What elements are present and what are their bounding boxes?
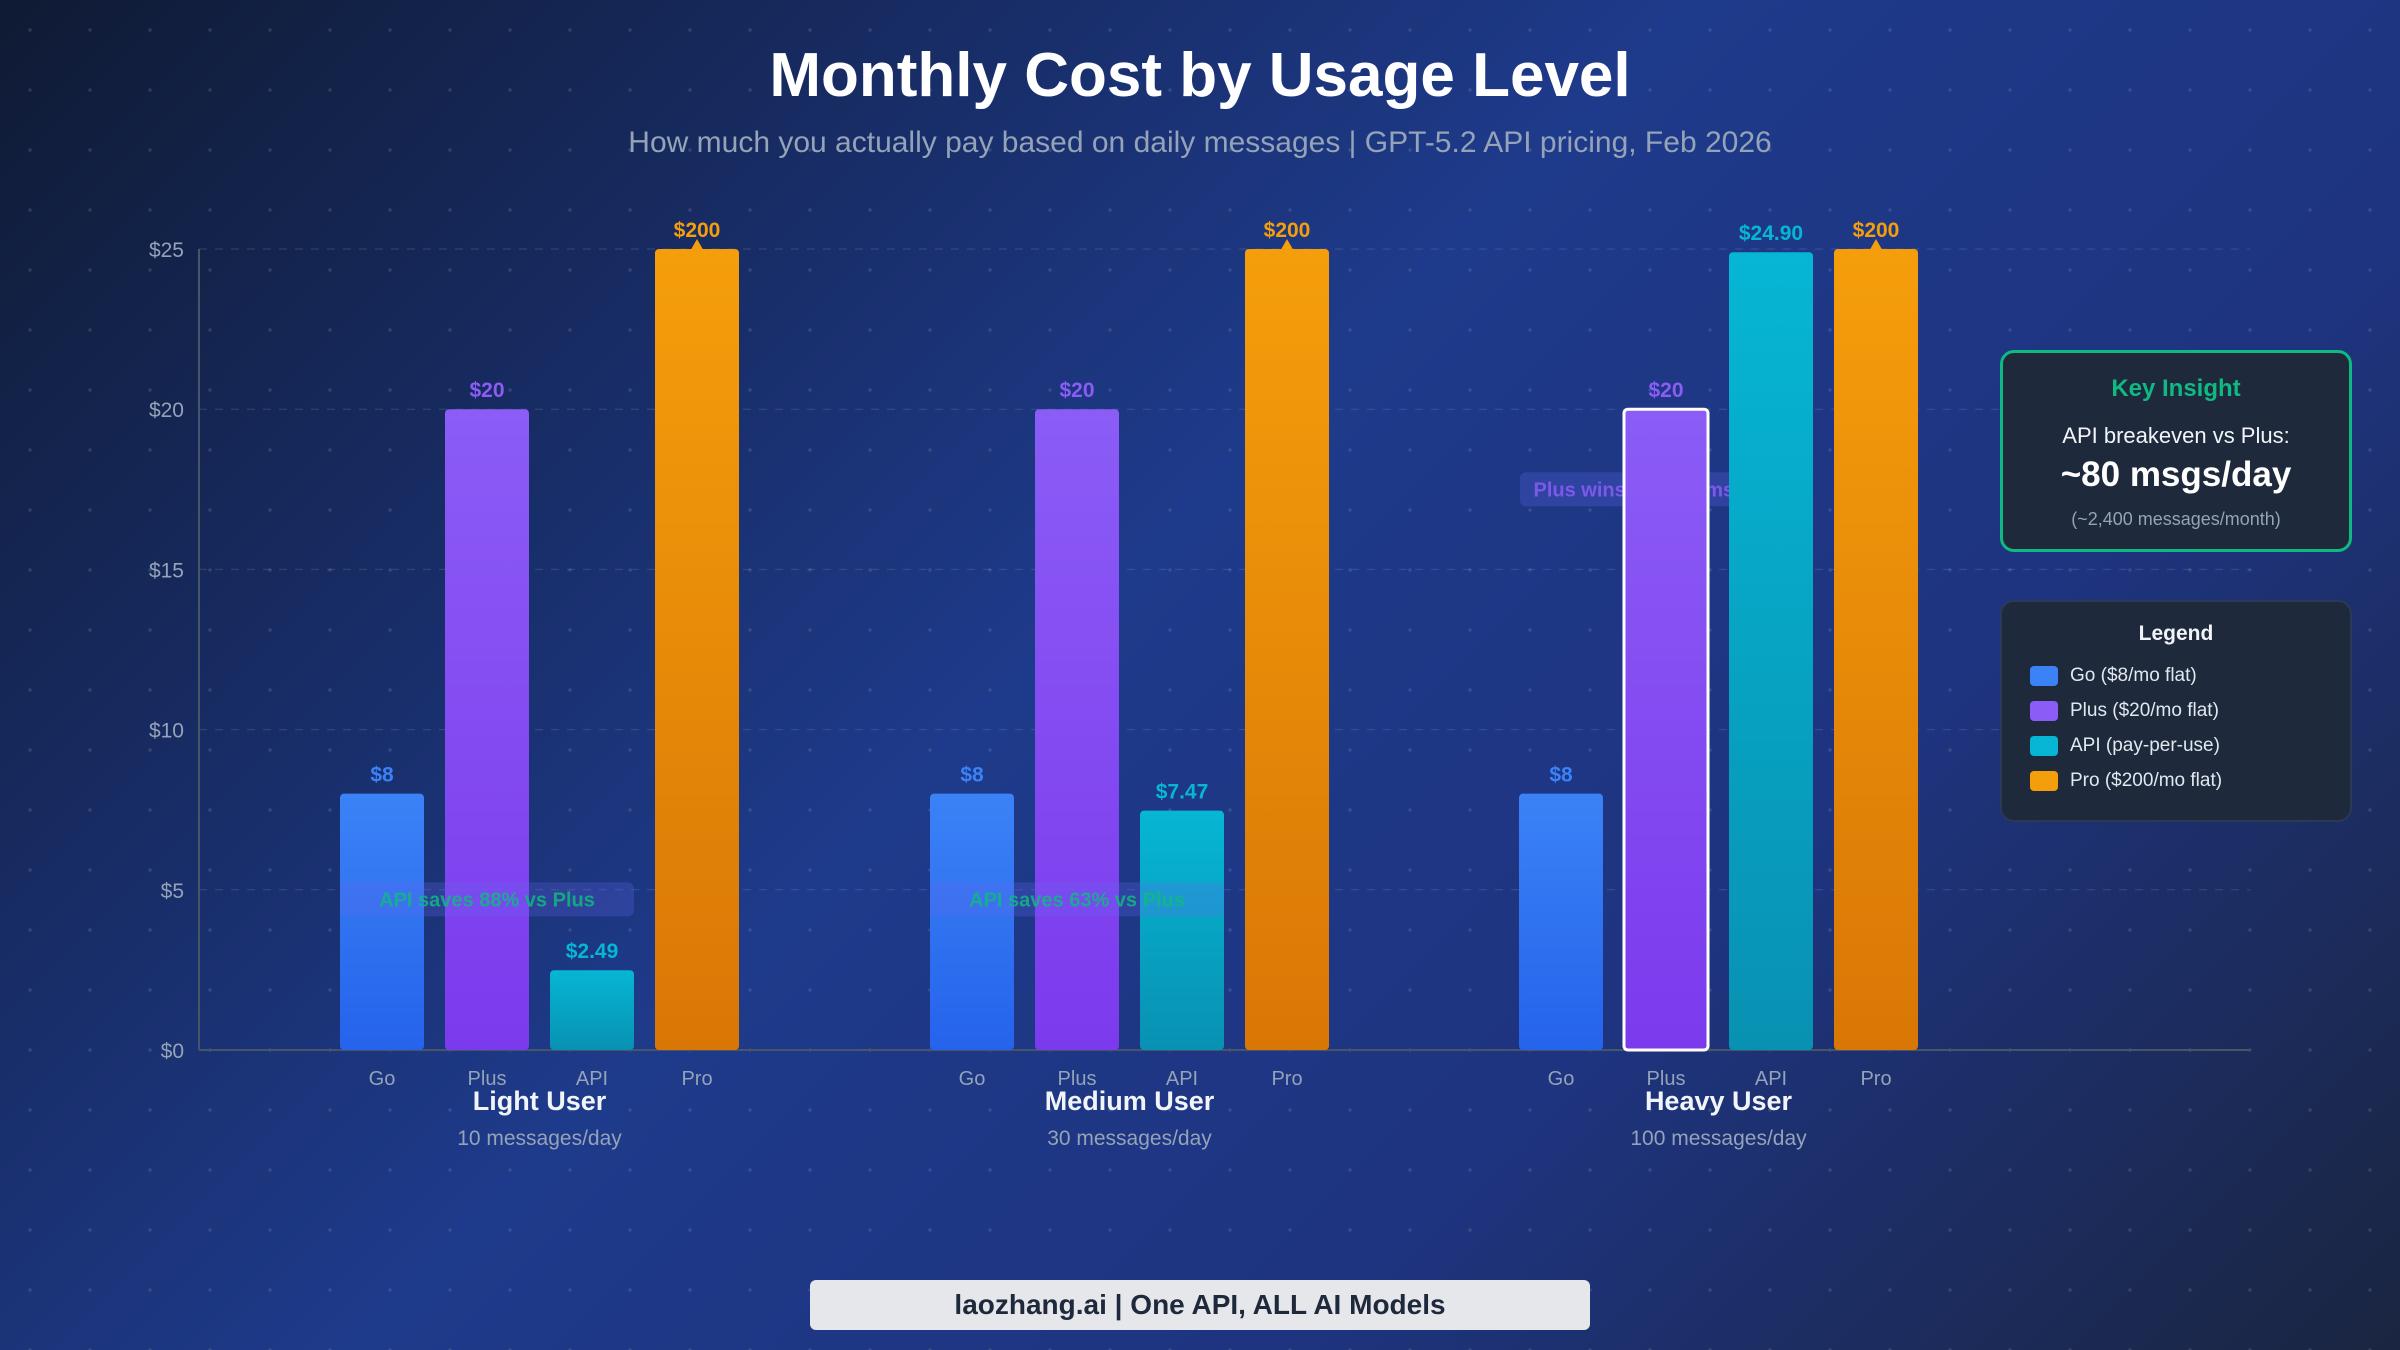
y-tick-label: $5 — [161, 880, 184, 903]
y-tick-label: $25 — [149, 239, 184, 262]
legend-swatch — [2030, 735, 2058, 756]
group-sublabel: 30 messages/day — [1047, 1127, 1212, 1150]
group-label: Light User — [473, 1086, 607, 1116]
bar-plus — [445, 409, 529, 1050]
bar-pro — [1245, 249, 1329, 1050]
insight-title: Key Insight — [2111, 375, 2241, 402]
data-label: $20 — [1059, 379, 1094, 402]
legend-item-pro: Pro ($200/mo flat) — [2030, 763, 2350, 798]
bar-go — [930, 793, 1014, 1050]
x-tick-label: Pro — [1860, 1068, 1891, 1090]
x-tick-label: Plus — [1058, 1068, 1097, 1090]
legend-swatch — [2030, 665, 2058, 686]
legend-label: Plus ($20/mo flat) — [2070, 699, 2219, 721]
y-tick-label: $15 — [149, 559, 184, 582]
legend: Legend Go ($8/mo flat) Plus ($20/mo flat… — [2000, 600, 2352, 822]
data-label: $8 — [370, 764, 394, 787]
chart-subtitle: How much you actually pay based on daily… — [628, 126, 1772, 159]
overflow-marker — [1868, 239, 1884, 253]
data-label: $200 — [674, 219, 721, 242]
bar-go — [1519, 793, 1603, 1050]
bar-plus — [1622, 407, 1710, 1052]
data-label: $200 — [1264, 219, 1311, 242]
bar-pro — [655, 249, 739, 1050]
overflow-marker — [1279, 239, 1295, 253]
data-label: $24.90 — [1739, 222, 1803, 245]
x-tick-label: Plus — [1647, 1068, 1686, 1090]
legend-item-go: Go ($8/mo flat) — [2030, 658, 2350, 693]
bar-pro — [1834, 249, 1918, 1050]
data-label: $8 — [1549, 764, 1573, 787]
annotation-box — [930, 882, 1224, 917]
overflow-marker — [689, 239, 705, 253]
group-sublabel: 10 messages/day — [457, 1127, 622, 1150]
annotation-text: API saves 63% vs Plus — [969, 889, 1185, 911]
data-label: $200 — [1853, 219, 1900, 242]
x-tick-label: API — [576, 1068, 608, 1090]
y-tick-label: $20 — [149, 399, 184, 422]
bar-api — [1140, 810, 1224, 1050]
bar-plus — [1035, 409, 1119, 1050]
x-tick-label: API — [1755, 1068, 1787, 1090]
y-tick-label: $10 — [149, 720, 184, 743]
legend-title: Legend — [2138, 622, 2214, 645]
x-tick-label: Pro — [681, 1068, 712, 1090]
legend-label: Pro ($200/mo flat) — [2070, 769, 2223, 791]
legend-item-api: API (pay-per-use) — [2030, 728, 2350, 763]
legend-item-plus: Plus ($20/mo flat) — [2030, 693, 2350, 728]
annotation-text: API saves 88% vs Plus — [379, 889, 595, 911]
bar-go — [340, 793, 424, 1050]
annotation-box — [340, 882, 634, 917]
chart-title: Monthly Cost by Usage Level — [769, 41, 1631, 110]
x-tick-label: Go — [959, 1068, 986, 1090]
group-sublabel: 100 messages/day — [1630, 1127, 1807, 1150]
x-tick-label: Go — [369, 1068, 396, 1090]
data-label: $2.49 — [566, 940, 619, 963]
data-label: $20 — [1648, 379, 1683, 402]
data-label: $20 — [469, 379, 504, 402]
bar-api — [1729, 252, 1813, 1051]
legend-swatch — [2030, 770, 2058, 791]
data-label: $7.47 — [1156, 781, 1209, 804]
group-label: Medium User — [1045, 1086, 1215, 1116]
insight-value: ~80 msgs/day — [2060, 455, 2292, 494]
x-tick-label: API — [1166, 1068, 1198, 1090]
key-insight-box: Key Insight API breakeven vs Plus: ~80 m… — [2000, 350, 2352, 552]
footer-banner: laozhang.ai | One API, ALL AI Models — [810, 1280, 1590, 1330]
insight-line: API breakeven vs Plus: — [2062, 423, 2290, 448]
x-tick-label: Pro — [1271, 1068, 1302, 1090]
group-label: Heavy User — [1645, 1086, 1793, 1116]
bar-api — [550, 970, 634, 1050]
legend-label: API (pay-per-use) — [2070, 734, 2220, 756]
legend-swatch — [2030, 700, 2058, 721]
data-label: $8 — [960, 764, 984, 787]
y-tick-label: $0 — [161, 1040, 184, 1063]
insight-note: (~2,400 messages/month) — [2071, 509, 2281, 529]
x-tick-label: Plus — [468, 1068, 507, 1090]
x-tick-label: Go — [1548, 1068, 1575, 1090]
legend-label: Go ($8/mo flat) — [2070, 664, 2197, 686]
